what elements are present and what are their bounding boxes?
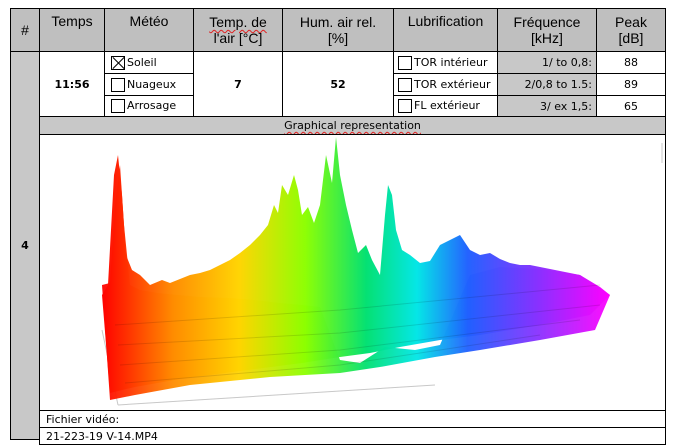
frequency-band-label: 2/0,8 to 1.5: <box>525 78 592 91</box>
header-lubrification: Lubrification <box>393 8 498 52</box>
graph-title: Graphical representation <box>284 119 421 132</box>
weather-option-label: Nuageux <box>127 78 176 91</box>
frequency-band-3: 3/ ex 1,5: <box>497 95 597 117</box>
lubrification-option-label: TOR extérieur <box>414 78 491 91</box>
weather-option-label: Soleil <box>127 56 157 69</box>
header-humidity-line1: Hum. air rel. <box>300 14 376 30</box>
frequency-band-2: 2/0,8 to 1.5: <box>497 73 597 96</box>
video-filename-cell: 21-223-19 V-14.MP4 <box>39 427 666 445</box>
spectrogram-ridge <box>102 137 610 393</box>
humidity-cell: 52 <box>282 51 394 117</box>
video-label-cell: Fichier vidéo: <box>39 410 666 428</box>
video-label: Fichier vidéo: <box>46 413 119 426</box>
header-humidity: Hum. air rel. [%] <box>282 8 394 52</box>
weather-option-label: Arrosage <box>127 99 176 112</box>
lubrification-option-tor-interieur[interactable]: TOR intérieur <box>393 51 498 74</box>
peak-value-text: 65 <box>624 100 638 113</box>
header-temp-air: Temp. de l'air [°C] <box>193 8 283 52</box>
header-meteo-label: Météo <box>130 13 169 29</box>
header-peak-line2: [dB] <box>619 30 644 46</box>
peak-value-3: 65 <box>596 95 666 117</box>
video-filename: 21-223-19 V-14.MP4 <box>46 430 158 443</box>
time-value: 11:56 <box>54 78 89 91</box>
peak-value-1: 88 <box>596 51 666 74</box>
humidity-value: 52 <box>330 78 345 91</box>
row-index: 4 <box>10 51 40 440</box>
lubrification-option-fl-exterieur[interactable]: FL extérieur <box>393 95 498 117</box>
time-cell: 11:56 <box>39 51 105 117</box>
header-lubrification-label: Lubrification <box>408 13 484 29</box>
header-frequence-line1: Fréquence <box>514 14 581 30</box>
frequency-band-1: 1/ to 0,8: <box>497 51 597 74</box>
lubrification-option-tor-exterieur[interactable]: TOR extérieur <box>393 73 498 96</box>
graph-title-bar: Graphical representation <box>39 116 666 135</box>
temperature-value: 7 <box>234 78 242 91</box>
checkbox-checked-icon[interactable] <box>111 56 125 70</box>
header-humidity-line2: [%] <box>328 30 348 46</box>
weather-option-arrosage[interactable]: Arrosage <box>104 95 194 117</box>
weather-option-nuageux[interactable]: Nuageux <box>104 73 194 96</box>
peak-value-text: 89 <box>624 78 638 91</box>
header-peak-line1: Peak <box>615 14 647 30</box>
peak-value-text: 88 <box>624 56 638 69</box>
header-temps: Temps <box>39 8 105 52</box>
spectrogram-panel <box>39 134 666 411</box>
peak-value-2: 89 <box>596 73 666 96</box>
checkbox-icon[interactable] <box>111 78 125 92</box>
header-meteo: Météo <box>104 8 194 52</box>
temperature-cell: 7 <box>193 51 283 117</box>
frequency-band-label: 3/ ex 1,5: <box>540 100 592 113</box>
row-index-label: 4 <box>21 239 29 252</box>
weather-option-soleil[interactable]: Soleil <box>104 51 194 74</box>
header-frequence: Fréquence [kHz] <box>497 8 597 52</box>
checkbox-icon[interactable] <box>398 56 412 70</box>
checkbox-icon[interactable] <box>398 99 412 113</box>
header-temp-air-line1: Temp. de <box>209 14 267 30</box>
checkbox-icon[interactable] <box>398 78 412 92</box>
lubrification-option-label: FL extérieur <box>414 99 480 112</box>
spectrogram-3d-plot <box>40 135 665 410</box>
header-frequence-line2: [kHz] <box>531 30 563 46</box>
frequency-band-label: 1/ to 0,8: <box>542 56 592 69</box>
header-peak: Peak [dB] <box>596 8 666 52</box>
header-temp-air-line2: l'air [°C] <box>214 30 263 46</box>
lubrification-option-label: TOR intérieur <box>414 56 487 69</box>
header-number-label: # <box>21 22 29 38</box>
header-number: # <box>10 8 40 52</box>
header-temps-label: Temps <box>51 13 92 29</box>
checkbox-icon[interactable] <box>111 99 125 113</box>
